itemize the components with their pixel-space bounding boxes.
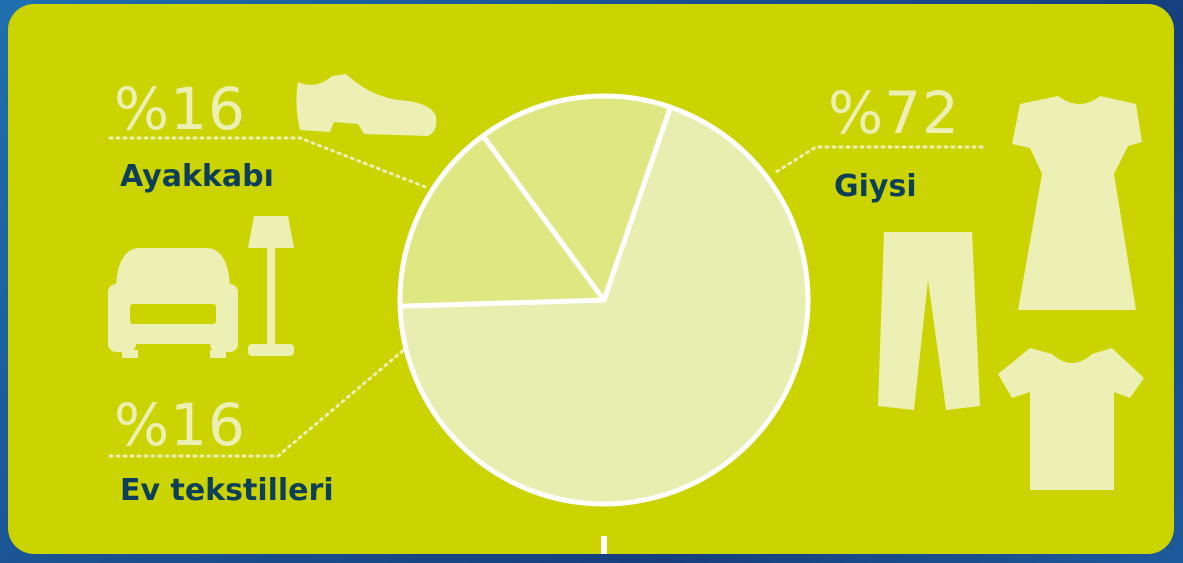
leader-line-ev-tekstilleri [108, 346, 408, 458]
category-label-ayakkabi: Ayakkabı [120, 159, 274, 194]
dress-icon [1012, 96, 1142, 310]
pie-slice-ayakkabi [480, 93, 673, 303]
leader-line-ayakkabi [108, 136, 430, 190]
category-label-giysi: Giysi [834, 169, 917, 204]
pie-stem [601, 536, 607, 554]
trousers-icon [878, 232, 980, 410]
leader-line-giysi [774, 145, 984, 174]
pie-chart [108, 74, 1144, 554]
infographic-panel: %16 Ayakkabı %16 Ev tekstilleri %72 Giys… [8, 4, 1174, 554]
percent-label-ev-tekstilleri: %16 [114, 391, 246, 459]
floor-lamp-icon [248, 216, 294, 356]
armchair-icon [108, 248, 238, 358]
percent-label-giysi: %72 [828, 79, 960, 147]
category-label-ev-tekstilleri: Ev tekstilleri [120, 473, 334, 508]
pie-slice-giysi [397, 104, 811, 507]
shoe-icon [296, 74, 437, 136]
pie-slice-ev-tekstilleri [397, 133, 607, 309]
pie-slices [397, 93, 811, 507]
percent-label-ayakkabi: %16 [114, 75, 246, 143]
tshirt-icon [998, 348, 1144, 490]
